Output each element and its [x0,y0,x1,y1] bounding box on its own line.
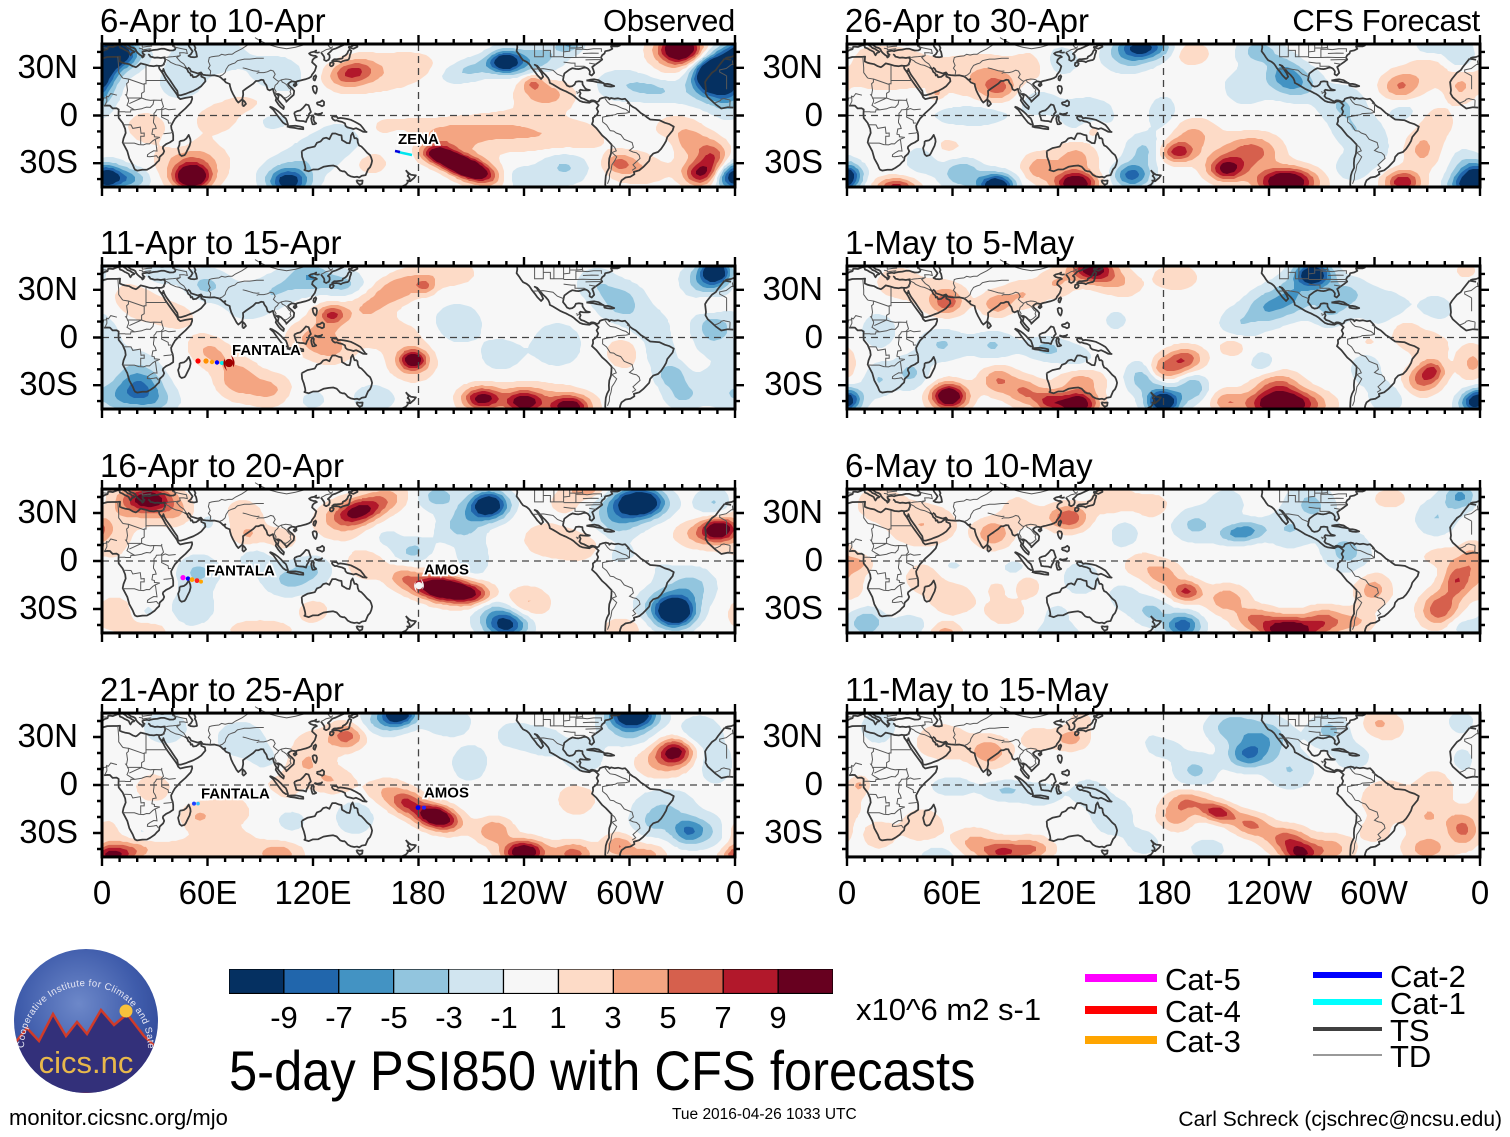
svg-text:AMOS: AMOS [424,562,469,579]
svg-text:FANTALA: FANTALA [201,786,270,803]
svg-text:FANTALA: FANTALA [232,342,301,359]
svg-text:ZENA: ZENA [398,131,439,148]
svg-text:FANTALA: FANTALA [206,563,275,580]
svg-text:AMOS: AMOS [424,785,469,802]
svg-text:cics.nc: cics.nc [39,1045,134,1080]
